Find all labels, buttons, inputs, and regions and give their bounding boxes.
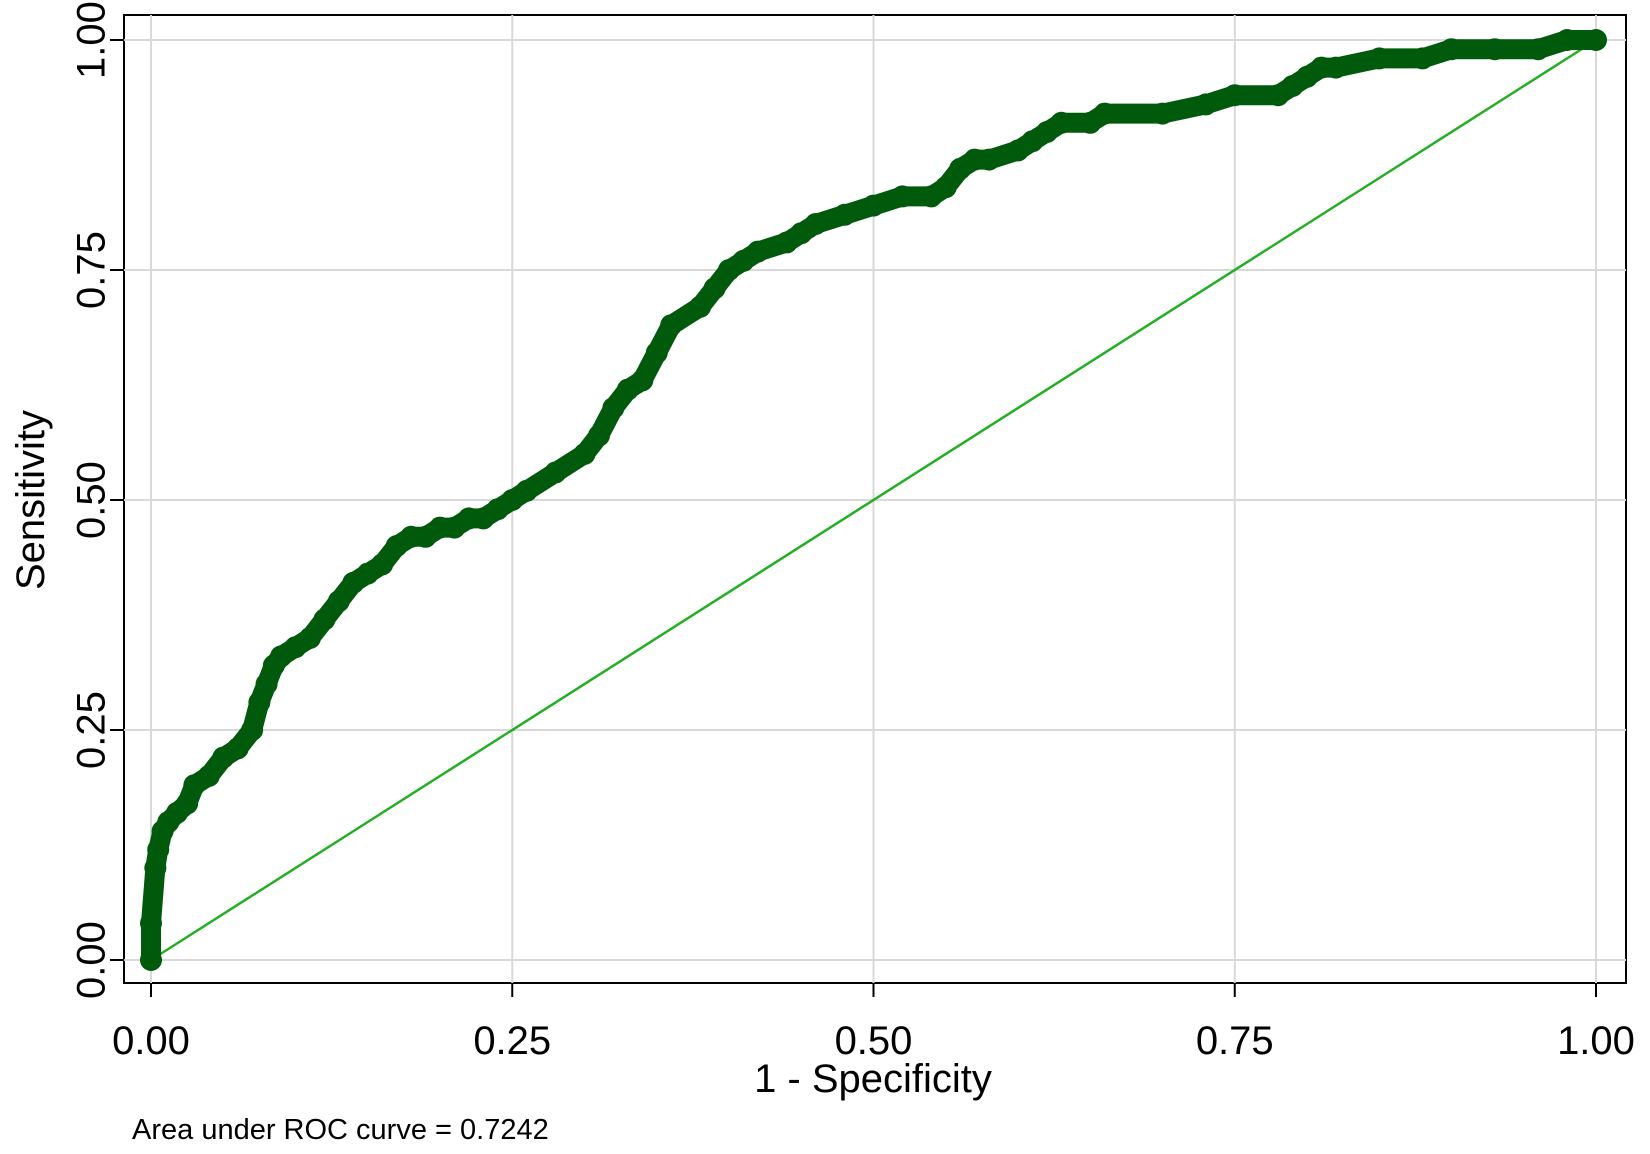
roc-point [371, 553, 394, 576]
roc-point [140, 949, 162, 971]
axis-ticks [110, 39, 1597, 997]
roc-point [587, 424, 610, 447]
roc-point [140, 912, 162, 935]
y-tick-label: 0.25 [70, 691, 114, 769]
series-layer [140, 29, 1607, 971]
roc-point [1585, 29, 1607, 51]
reference-diagonal-line [150, 38, 1597, 962]
roc-point [1194, 93, 1217, 116]
roc-point [147, 838, 170, 861]
x-tick-label: 0.75 [1196, 1019, 1274, 1063]
roc-point [1151, 102, 1174, 125]
x-tick-label: 1.00 [1557, 1019, 1635, 1063]
roc-point [248, 691, 271, 714]
roc-point [544, 461, 567, 484]
roc-point [1223, 84, 1246, 107]
roc-point [313, 608, 336, 631]
roc-point [176, 792, 199, 815]
roc-point [255, 673, 278, 695]
roc-point [1440, 38, 1463, 61]
x-tick-label: 0.25 [473, 1019, 551, 1063]
x-tick-labels: 0.00 0.25 0.50 0.75 1.00 [112, 1019, 1635, 1063]
roc-point [1483, 38, 1506, 61]
roc-point [241, 719, 264, 741]
x-axis-title: 1 - Specificity [754, 1057, 992, 1101]
roc-point [833, 203, 856, 226]
roc-point [631, 369, 654, 392]
y-tick-label: 1.00 [70, 1, 114, 79]
roc-point [602, 397, 625, 419]
y-tick-labels: 0.00 0.25 0.50 0.75 1.00 [70, 1, 114, 999]
roc-point [1324, 56, 1347, 79]
roc-point [515, 479, 538, 502]
roc-point [573, 443, 596, 465]
roc-point [327, 590, 350, 613]
x-tick-label: 0.50 [835, 1019, 913, 1063]
roc-point [645, 341, 668, 364]
roc-point [1368, 47, 1391, 70]
roc-point [862, 194, 885, 217]
roc-point [144, 857, 167, 879]
roc-point [804, 213, 827, 235]
y-axis-title: Sensitivity [9, 410, 53, 590]
roc-point [660, 314, 683, 337]
roc-point [1050, 111, 1073, 134]
y-tick-label: 0.75 [70, 231, 114, 309]
roc-point [689, 295, 712, 318]
roc-point [891, 185, 914, 208]
roc-point [703, 277, 726, 300]
roc-point [934, 176, 957, 199]
roc-point [197, 765, 220, 787]
roc-point [1527, 38, 1550, 61]
x-tick-label: 0.00 [112, 1019, 190, 1063]
roc-point [1411, 47, 1434, 70]
roc-points [140, 29, 1607, 971]
roc-point [298, 627, 321, 649]
y-tick-label: 0.50 [70, 461, 114, 539]
y-tick-label: 0.00 [70, 921, 114, 999]
grid-lines [124, 15, 1626, 983]
roc-point [1556, 29, 1579, 51]
roc-point [226, 737, 249, 760]
roc-point [1093, 102, 1116, 125]
roc-point [746, 240, 769, 263]
roc-point [978, 148, 1001, 171]
auc-note: Area under ROC curve = 0.7242 [132, 1114, 549, 1146]
